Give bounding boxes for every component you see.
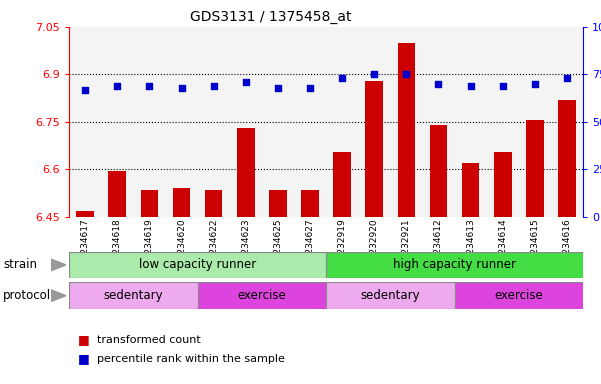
Bar	[494, 152, 511, 217]
Bar	[365, 81, 383, 217]
Text: low capacity runner: low capacity runner	[139, 258, 256, 271]
Point	[562, 75, 572, 81]
Text: exercise: exercise	[495, 289, 543, 302]
Text: sedentary: sedentary	[361, 289, 420, 302]
Point	[434, 81, 444, 87]
Point	[241, 79, 251, 85]
Point	[466, 83, 475, 89]
Bar	[301, 190, 319, 217]
Text: GDS3131 / 1375458_at: GDS3131 / 1375458_at	[190, 10, 351, 23]
Text: high capacity runner: high capacity runner	[393, 258, 516, 271]
Point	[530, 81, 540, 87]
Polygon shape	[51, 259, 66, 271]
Bar	[172, 189, 191, 217]
Point	[498, 83, 507, 89]
Bar	[558, 100, 576, 217]
Text: exercise: exercise	[237, 289, 286, 302]
Point	[209, 83, 218, 89]
Bar	[69, 282, 198, 309]
Text: strain: strain	[3, 258, 37, 271]
Bar	[526, 120, 544, 217]
Point	[337, 75, 347, 81]
Bar	[141, 190, 158, 217]
Polygon shape	[51, 290, 66, 301]
Bar	[237, 128, 255, 217]
Point	[305, 84, 315, 91]
Text: protocol: protocol	[3, 289, 51, 302]
Text: ■: ■	[78, 333, 90, 346]
Bar	[205, 190, 222, 217]
Bar	[198, 282, 326, 309]
Bar	[454, 282, 583, 309]
Bar	[269, 190, 287, 217]
Point	[112, 83, 122, 89]
Bar	[108, 171, 126, 217]
Text: transformed count: transformed count	[97, 335, 201, 345]
Point	[177, 84, 186, 91]
Bar	[69, 252, 326, 278]
Point	[401, 71, 411, 78]
Bar	[462, 163, 480, 217]
Point	[370, 71, 379, 78]
Bar	[397, 43, 415, 217]
Text: ■: ■	[78, 353, 90, 366]
Bar	[430, 125, 447, 217]
Bar	[326, 282, 454, 309]
Bar	[76, 211, 94, 217]
Text: percentile rank within the sample: percentile rank within the sample	[97, 354, 285, 364]
Bar	[326, 252, 583, 278]
Text: sedentary: sedentary	[103, 289, 163, 302]
Point	[81, 86, 90, 93]
Point	[145, 83, 154, 89]
Bar	[334, 152, 351, 217]
Point	[273, 84, 282, 91]
